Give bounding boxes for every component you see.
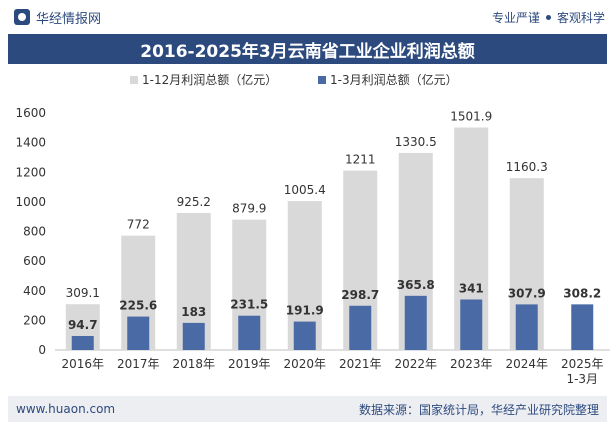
top-bar: 华经情报网 专业严谨 客观科学 xyxy=(0,0,615,34)
bar-q1 xyxy=(460,299,483,350)
data-label-full-year: 1160.3 xyxy=(506,160,548,174)
y-tick-label: 600 xyxy=(23,254,46,268)
y-tick-label: 0 xyxy=(38,343,46,357)
data-label-q1: 191.9 xyxy=(286,304,324,318)
x-tick-label: 2017年 xyxy=(117,357,160,371)
brand-name: 华经情报网 xyxy=(36,11,102,27)
chart-title: 2016-2025年3月云南省工业企业利润总额 xyxy=(140,41,475,62)
bar-chart: 1-12月利润总额（亿元） 1-3月利润总额（亿元） 0 200 400 600 800 10… xyxy=(15,72,610,386)
data-label-q1: 225.6 xyxy=(119,299,157,313)
y-tick-label: 1000 xyxy=(15,195,46,209)
x-tick-label: 2022年 xyxy=(394,357,437,371)
legend-swatch-1 xyxy=(318,76,326,84)
x-tick-label: 2019年 xyxy=(228,357,271,371)
bar-q1 xyxy=(238,315,261,350)
data-label-q1: 365.8 xyxy=(397,278,435,292)
data-label-q1: 231.5 xyxy=(230,298,268,312)
data-label-full-year: 1005.4 xyxy=(284,183,326,197)
bar-q1 xyxy=(293,321,316,350)
slogan: 专业严谨 客观科学 xyxy=(492,9,605,26)
data-label-full-year: 1211 xyxy=(345,153,376,167)
data-label-full-year: 1330.5 xyxy=(395,135,437,149)
y-tick-label: 1400 xyxy=(15,136,46,150)
y-tick-label: 400 xyxy=(23,284,46,298)
data-label-q1: 308.2 xyxy=(563,286,601,300)
legend-label-0: 1-12月利润总额（亿元） xyxy=(142,72,277,87)
x-tick-label: 2016年 xyxy=(61,357,104,371)
data-label-full-year: 879.9 xyxy=(232,202,266,216)
x-tick-label: 2025年 xyxy=(561,357,604,371)
bar-q1 xyxy=(349,305,372,350)
chart-area: 1-12月利润总额（亿元） 1-3月利润总额（亿元） 0 200 400 600 800 10… xyxy=(0,64,615,394)
data-label-q1: 298.7 xyxy=(341,288,379,302)
legend-label-1: 1-3月利润总额（亿元） xyxy=(330,72,458,87)
source-note: 数据来源：国家统计局，华经产业研究院整理 xyxy=(358,402,599,417)
y-tick-label: 1200 xyxy=(15,165,46,179)
bullet-icon xyxy=(545,14,551,20)
bar-q1 xyxy=(127,316,150,350)
x-tick-label: 2018年 xyxy=(172,357,215,371)
data-label-full-year: 772 xyxy=(127,218,150,232)
data-label-q1: 183 xyxy=(181,305,206,319)
data-label-q1: 341 xyxy=(459,281,484,295)
data-label-full-year: 925.2 xyxy=(177,195,211,209)
slogan-left: 专业严谨 xyxy=(491,10,540,25)
legend-swatch-0 xyxy=(130,76,138,84)
y-tick-label: 800 xyxy=(23,225,46,239)
x-tick-label: 2021年 xyxy=(339,357,382,371)
data-label-q1: 307.9 xyxy=(508,286,546,300)
bar-q1 xyxy=(71,335,94,350)
brand[interactable]: 华经情报网 xyxy=(14,8,101,27)
bar-q1 xyxy=(404,295,427,350)
x-tick-label: 1-3月 xyxy=(566,372,598,386)
footer: www.huaon.com 数据来源：国家统计局，华经产业研究院整理 xyxy=(8,396,607,422)
data-label-q1: 94.7 xyxy=(68,318,98,332)
data-label-full-year: 1501.9 xyxy=(450,110,492,124)
x-tick-label: 2024年 xyxy=(505,357,548,371)
y-tick-label: 200 xyxy=(23,313,46,327)
chart-title-bar: 2016-2025年3月云南省工业企业利润总额 xyxy=(8,34,607,64)
logo-icon xyxy=(14,9,30,25)
slogan-right: 客观科学 xyxy=(556,10,605,25)
website-link[interactable]: www.huaon.com xyxy=(16,402,116,416)
y-tick-label: 1600 xyxy=(15,106,46,120)
x-tick-label: 2020年 xyxy=(283,357,326,371)
bar-q1 xyxy=(515,304,538,350)
bar-q1 xyxy=(571,304,594,350)
bar-q1 xyxy=(182,322,205,350)
x-tick-label: 2023年 xyxy=(450,357,493,371)
data-label-full-year: 309.1 xyxy=(66,286,100,300)
